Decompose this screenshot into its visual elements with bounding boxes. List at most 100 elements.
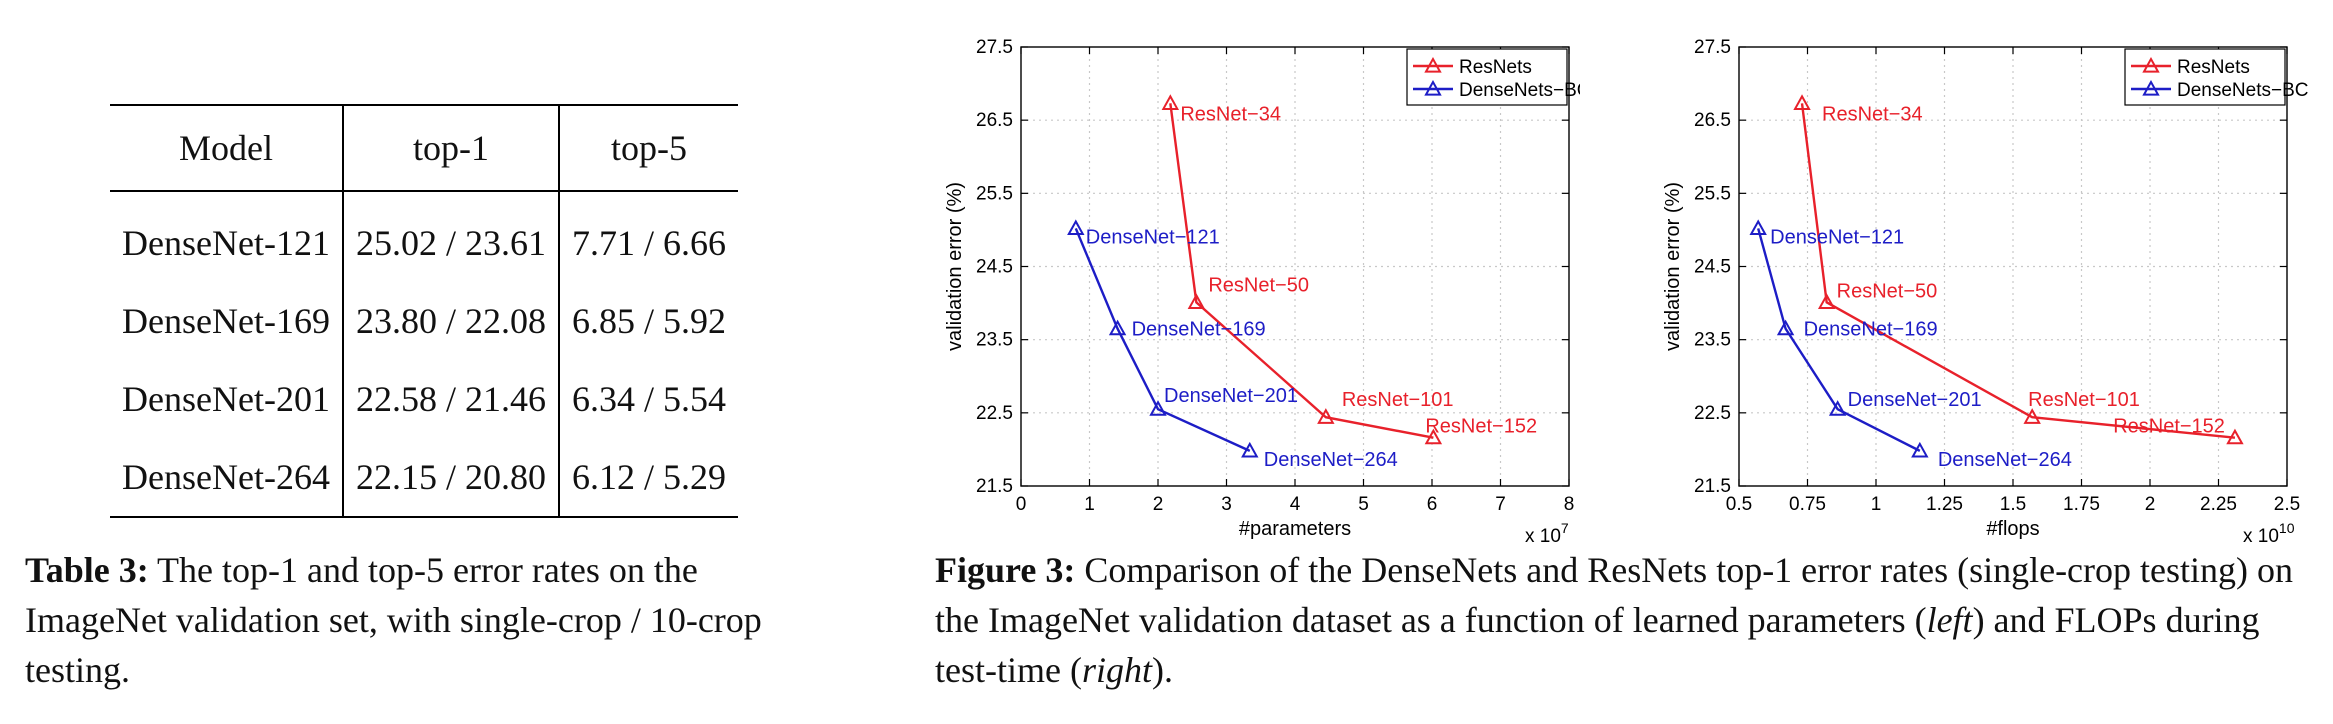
data-point-label: ResNet−152 xyxy=(2113,416,2225,438)
data-point-marker xyxy=(1911,441,1929,458)
params-chart: 0 1 2 3 4 5 6 7 8 21.5 22.5 23.5 24.5 25.5 26.5 27.5 #pa… xyxy=(944,37,1580,542)
x-tick-label: 0 xyxy=(1016,494,1027,515)
data-point-label: DenseNet−201 xyxy=(1848,389,1982,411)
data-point-marker xyxy=(2226,428,2244,445)
y-tick-label: 23.5 xyxy=(976,330,1013,351)
data-point-label: DenseNet−264 xyxy=(1938,449,2072,471)
data-point-marker xyxy=(1424,428,1443,445)
x-tick-label: 1.75 xyxy=(2063,494,2100,515)
x-tick-label: 8 xyxy=(1564,494,1575,515)
data-point-marker xyxy=(1776,319,1795,336)
data-point-marker xyxy=(1108,319,1127,336)
table-row: DenseNet-264 22.15 / 20.80 6.12 / 5.29 xyxy=(110,438,738,517)
figure-caption-text: Comparison of the DenseNets and ResNets … xyxy=(935,550,2294,640)
y-axis-label: validation error (%) xyxy=(1662,182,1684,351)
data-point-label: ResNet−50 xyxy=(1837,280,1938,302)
y-tick-label: 26.5 xyxy=(976,110,1013,131)
legend-entry: DenseNets−BC xyxy=(1459,80,1580,101)
data-point-label: DenseNet−201 xyxy=(1164,385,1298,407)
series-line-resnets xyxy=(1800,103,2236,439)
table-caption: Table 3: The top-1 and top-5 error rates… xyxy=(25,545,845,695)
cell-top5: 6.85 / 5.92 xyxy=(558,282,738,360)
x-tick-label: 3 xyxy=(1221,494,1232,515)
cell-top1: 25.02 / 23.61 xyxy=(342,191,559,282)
data-point-marker xyxy=(1317,408,1335,424)
legend-entry: ResNets xyxy=(2177,57,2250,78)
data-point-label: DenseNet−169 xyxy=(1804,319,1938,341)
cell-top1: 22.58 / 21.46 xyxy=(342,360,559,438)
data-point-label: ResNet−50 xyxy=(1208,274,1309,296)
x-tick-label: 4 xyxy=(1290,494,1301,515)
y-tick-label: 27.5 xyxy=(976,37,1013,58)
x-axis-label: #flops xyxy=(1986,518,2039,540)
cell-model: DenseNet-169 xyxy=(122,301,330,341)
cell-top1: 23.80 / 22.08 xyxy=(342,282,559,360)
x-tick-label: 0.5 xyxy=(1726,494,1752,515)
data-point-marker xyxy=(2023,408,2041,424)
series-line-densenets xyxy=(1074,227,1251,452)
data-point-label: DenseNet−121 xyxy=(1770,226,1904,248)
data-point-label: DenseNet−264 xyxy=(1264,449,1398,471)
cell-top5: 7.71 / 6.66 xyxy=(558,191,738,282)
table-caption-label: Table 3: xyxy=(25,550,149,590)
data-point-label: DenseNet−121 xyxy=(1086,226,1220,248)
data-point-marker xyxy=(1241,441,1259,458)
cell-model: DenseNet-201 xyxy=(122,379,330,419)
data-point-marker xyxy=(1828,400,1847,416)
data-point-label: DenseNet−169 xyxy=(1132,319,1266,341)
data-point-marker xyxy=(1817,293,1836,309)
y-tick-label: 27.5 xyxy=(1694,37,1731,58)
y-tick-label: 24.5 xyxy=(1694,257,1731,278)
x-tick-label: 5 xyxy=(1358,494,1369,515)
results-table-container: Model top-1 top-5 DenseNet-121 25.02 / 2… xyxy=(110,104,738,518)
x-tick-label: 2.25 xyxy=(2200,494,2237,515)
y-tick-label: 21.5 xyxy=(1694,476,1731,497)
data-point-label: ResNet−34 xyxy=(1822,103,1923,125)
cell-top5: 6.12 / 5.29 xyxy=(558,438,738,517)
y-tick-label: 23.5 xyxy=(1694,330,1731,351)
x-tick-label: 2.5 xyxy=(2274,494,2300,515)
legend-entry: DenseNets−BC xyxy=(2177,80,2308,101)
x-tick-label: 6 xyxy=(1427,494,1438,515)
data-point-marker xyxy=(1067,219,1085,236)
y-tick-label: 21.5 xyxy=(976,476,1013,497)
y-tick-label: 22.5 xyxy=(1694,403,1731,424)
legend-swatch-marker xyxy=(2142,56,2160,73)
figure-caption-right: right xyxy=(1081,650,1152,690)
y-tick-label: 26.5 xyxy=(1694,110,1731,131)
legend-swatch-marker xyxy=(1424,79,1442,96)
data-point-label: ResNet−152 xyxy=(1425,416,1537,438)
table-row: DenseNet-121 25.02 / 23.61 7.71 / 6.66 xyxy=(110,191,738,282)
figure-caption: Figure 3: Comparison of the DenseNets an… xyxy=(935,545,2320,695)
figure-caption-left: left xyxy=(1926,600,1973,640)
cell-top5: 6.34 / 5.54 xyxy=(558,360,738,438)
x-tick-label: 1 xyxy=(1871,494,1882,515)
legend-entry: ResNets xyxy=(1459,57,1532,78)
x-tick-label: 7 xyxy=(1495,494,1506,515)
data-point-marker xyxy=(1749,219,1767,236)
figure-caption-mid: ) and FLOPs during test-time ( xyxy=(935,600,2260,690)
x-tick-label: 1.5 xyxy=(2000,494,2026,515)
header-top5: top-5 xyxy=(558,105,738,191)
header-top1: top-1 xyxy=(342,105,559,191)
table-header-row: Model top-1 top-5 xyxy=(110,105,738,191)
x-multiplier-label: x 1010 xyxy=(2243,520,2295,542)
results-table: Model top-1 top-5 DenseNet-121 25.02 / 2… xyxy=(110,104,738,518)
x-multiplier-label: x 107 xyxy=(1525,520,1569,542)
data-point-marker xyxy=(1793,94,1811,110)
cell-top1: 22.15 / 20.80 xyxy=(342,438,559,517)
y-tick-label: 25.5 xyxy=(1694,183,1731,204)
series-line-densenets xyxy=(1757,228,1921,452)
x-tick-label: 1.25 xyxy=(1926,494,1963,515)
data-point-label: ResNet−101 xyxy=(1342,389,1454,411)
figure-caption-label: Figure 3: xyxy=(935,550,1076,590)
y-axis-label: validation error (%) xyxy=(944,182,966,351)
x-tick-label: 1 xyxy=(1084,494,1095,515)
series-line-resnets xyxy=(1169,103,1434,439)
legend-swatch-marker xyxy=(2142,79,2160,96)
y-tick-label: 24.5 xyxy=(976,257,1013,278)
x-axis-label: #parameters xyxy=(1239,518,1351,540)
cell-model: DenseNet-121 xyxy=(122,223,330,263)
x-tick-label: 2 xyxy=(2145,494,2156,515)
cell-model: DenseNet-264 xyxy=(122,457,330,497)
